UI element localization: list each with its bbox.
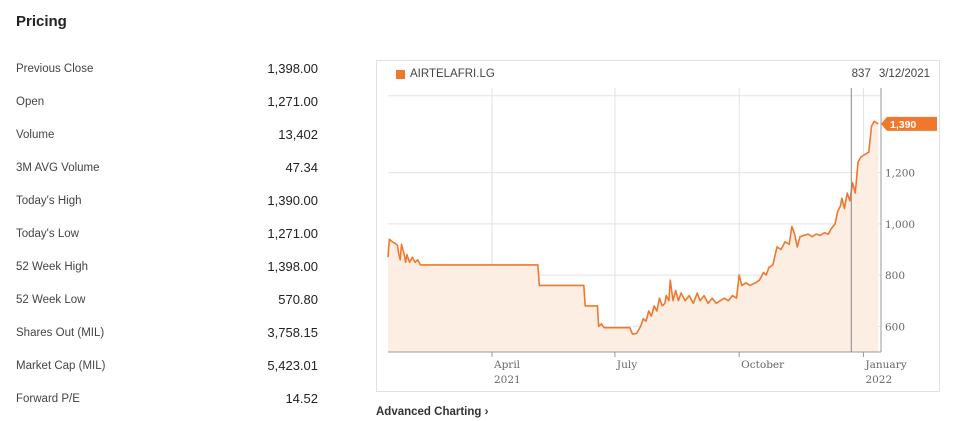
stat-label: Shares Out (MIL) [16, 326, 105, 339]
x-tick-label: 2022 [865, 374, 892, 386]
stat-label: Forward P/E [16, 392, 80, 405]
stat-row-previous-close: Previous Close 1,398.00 [16, 52, 318, 85]
x-tick-label: July [616, 359, 637, 371]
advanced-charting-link[interactable]: Advanced Charting › [376, 406, 489, 418]
stat-row-shares-out: Shares Out (MIL) 3,758.15 [16, 316, 318, 349]
stat-value: 1,271.00 [267, 226, 318, 241]
stat-label: Volume [16, 128, 55, 141]
stat-row-52-week-low: 52 Week Low 570.80 [16, 283, 318, 316]
stat-label: Open [16, 95, 45, 108]
stat-row-volume: Volume 13,402 [16, 118, 318, 151]
stat-row-3m-avg-volume: 3M AVG Volume 47.34 [16, 151, 318, 184]
series-area [388, 121, 879, 352]
stat-value: 570.80 [278, 292, 318, 307]
stat-label: 3M AVG Volume [16, 161, 100, 174]
x-tick-label: January [864, 359, 906, 371]
y-tick-label: 1,000 [885, 219, 915, 231]
y-tick-label: 800 [885, 270, 905, 282]
hover-readout: 837 3/12/2021 [852, 68, 930, 80]
legend-symbol: AIRTELAFRI.LG [410, 68, 495, 80]
x-tick-label: April [493, 359, 521, 371]
stat-label: 52 Week Low [16, 293, 86, 306]
stat-label: Market Cap (MIL) [16, 359, 106, 372]
stat-value: 3,758.15 [267, 325, 318, 340]
stat-value: 13,402 [278, 127, 318, 142]
x-tick-label: October [741, 359, 785, 371]
stat-row-52-week-high: 52 Week High 1,398.00 [16, 250, 318, 283]
stat-label: Previous Close [16, 62, 94, 75]
stat-row-market-cap: Market Cap (MIL) 5,423.01 [16, 349, 318, 382]
stat-row-todays-low: Today's Low 1,271.00 [16, 217, 318, 250]
stat-value: 14.52 [285, 391, 318, 406]
stat-label: Today's High [16, 194, 82, 207]
y-tick-label: 1,200 [885, 168, 915, 180]
last-value-badge [881, 116, 937, 131]
hover-date: 3/12/2021 [878, 68, 930, 80]
price-chart[interactable]: 600 800 1,000 1,200 April 2021 July October Janu… [377, 61, 939, 391]
x-tick-label: 2021 [494, 374, 521, 386]
last-value-label: 1,390 [890, 119, 916, 131]
stat-row-open: Open 1,271.00 [16, 85, 318, 118]
stat-value: 47.34 [285, 160, 318, 175]
chart-panel[interactable]: AIRTELAFRI.LG 837 3/12/2021 600 800 1,000 1,… [376, 60, 940, 392]
hover-value: 837 [851, 68, 871, 80]
stat-row-forward-pe: Forward P/E 14.52 [16, 382, 318, 415]
stat-value: 1,398.00 [267, 259, 318, 274]
stat-value: 5,423.01 [267, 358, 318, 373]
series-line [387, 120, 879, 335]
legend-swatch [396, 70, 405, 79]
stat-value: 1,390.00 [267, 193, 318, 208]
y-tick-label: 600 [885, 321, 905, 333]
stat-value: 1,398.00 [267, 61, 318, 76]
pricing-stats: Previous Close 1,398.00 Open 1,271.00 Vo… [16, 52, 318, 415]
stat-row-todays-high: Today's High 1,390.00 [16, 184, 318, 217]
stat-label: Today's Low [16, 227, 79, 240]
stat-label: 52 Week High [16, 260, 89, 273]
section-title: Pricing [16, 13, 67, 30]
stat-value: 1,271.00 [267, 94, 318, 109]
